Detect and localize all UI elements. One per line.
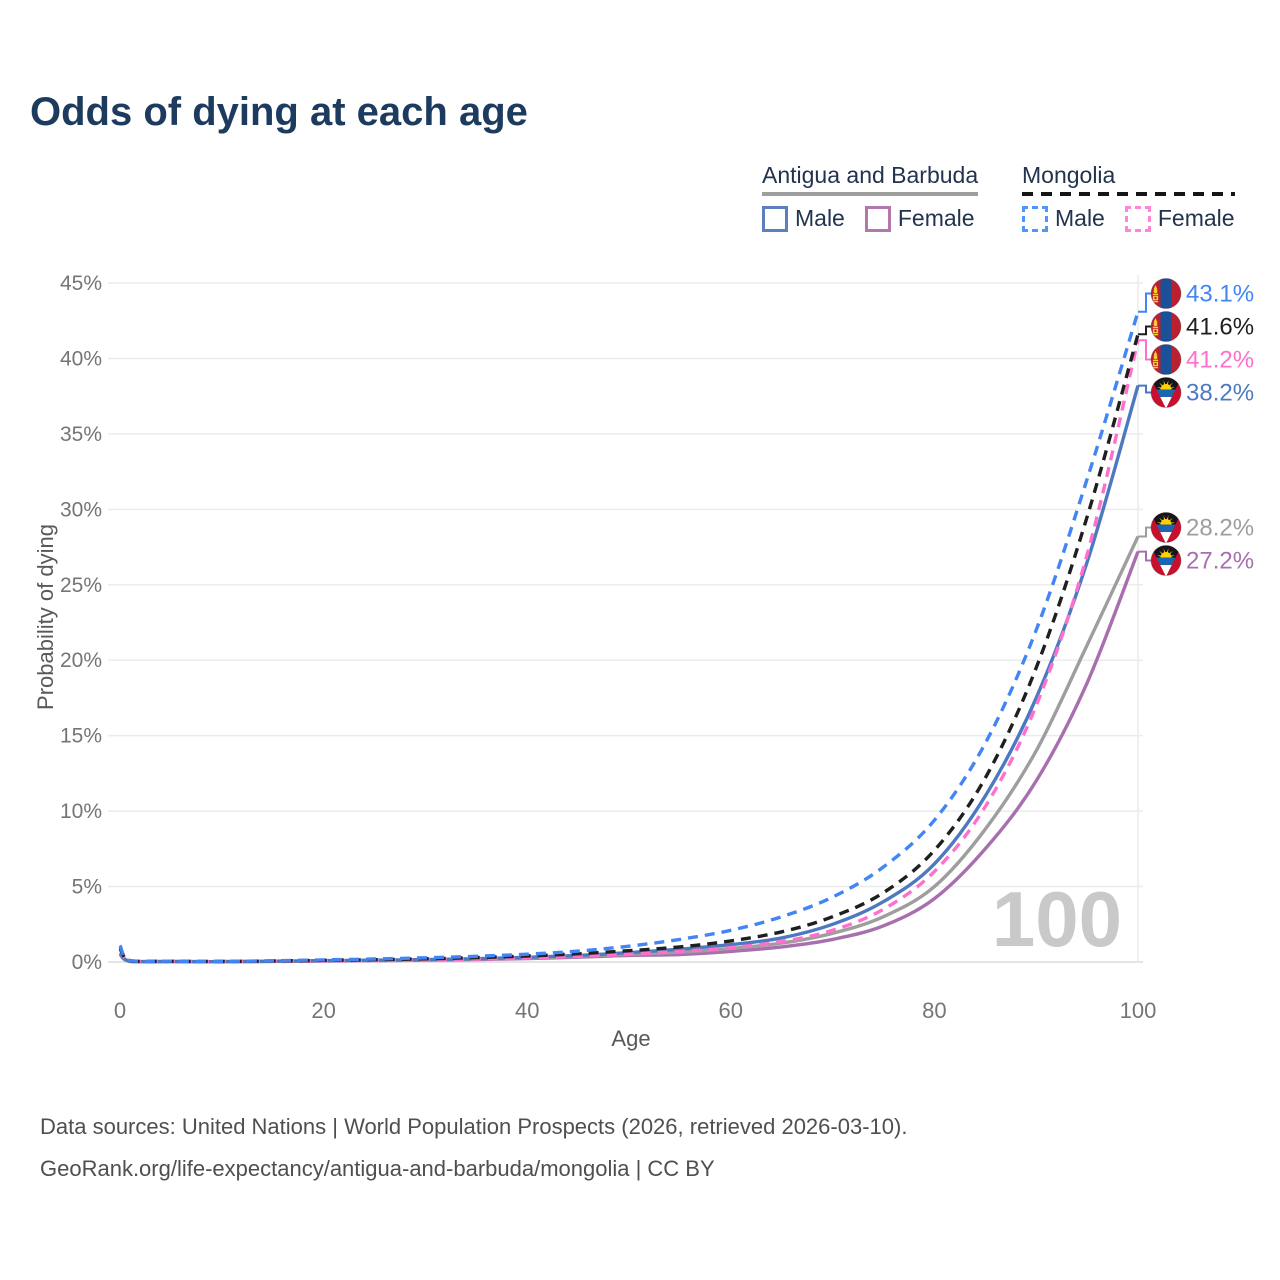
dashed-line-swatch xyxy=(1022,192,1235,196)
flag-ring xyxy=(1150,512,1182,544)
legend-item-antigua-male[interactable]: Male xyxy=(762,205,845,232)
flag-icon-antigua-and-barbuda xyxy=(1151,512,1181,543)
x-tick-label: 60 xyxy=(719,998,743,1023)
female-solid-swatch-icon xyxy=(864,205,891,232)
label-connector-mongolia-female xyxy=(1138,339,1151,361)
flag-group-mongolia-female xyxy=(1150,343,1182,375)
x-axis-title: Age xyxy=(611,1026,651,1051)
x-tick-label: 80 xyxy=(922,998,946,1023)
y-tick-label: 25% xyxy=(60,574,102,597)
flag-group-antigua-and-barbuda-male xyxy=(1150,376,1182,408)
end-label-antigua-and-barbuda-male: 38.2% xyxy=(1186,379,1254,406)
data-sources-line: Data sources: United Nations | World Pop… xyxy=(40,1114,908,1139)
legend-item-antigua-female[interactable]: Female xyxy=(864,205,975,232)
y-tick-label: 10% xyxy=(60,800,102,823)
flag-icon-mongolia xyxy=(1151,311,1181,342)
legend-group-antigua-and-barbuda: Antigua and Barbuda Male Female xyxy=(762,162,979,232)
x-tick-label: 40 xyxy=(515,998,539,1023)
legend-country-label: Antigua and Barbuda xyxy=(762,162,979,188)
flag-icon-antigua-and-barbuda xyxy=(1151,377,1181,408)
x-tick-label: 0 xyxy=(114,998,126,1023)
end-label-antigua-and-barbuda-female: 27.2% xyxy=(1186,548,1254,575)
legend-item-label: Female xyxy=(897,205,975,231)
legend-group-mongolia: Mongolia Male Female xyxy=(1022,162,1235,232)
flag-ring xyxy=(1150,376,1182,408)
y-tick-label: 15% xyxy=(60,725,102,748)
end-label-mongolia-both-sexes: 41.6% xyxy=(1186,313,1254,340)
series-line-mongolia-female xyxy=(118,339,1140,964)
y-tick-label: 45% xyxy=(60,272,102,295)
flag-ring xyxy=(1150,343,1182,375)
male-dashed-swatch-icon xyxy=(1022,205,1048,232)
flag-ring xyxy=(1150,277,1182,309)
end-label-mongolia-female: 41.2% xyxy=(1186,346,1254,373)
series-line-antigua-and-barbuda-male xyxy=(118,385,1140,964)
flag-ring xyxy=(1150,310,1182,342)
flag-icon-antigua-and-barbuda xyxy=(1151,545,1181,576)
label-connector-mongolia-male xyxy=(1138,292,1151,313)
series-line-antigua-and-barbuda-both-sexes xyxy=(118,535,1140,964)
footer-attribution: Data sources: United Nations | World Pop… xyxy=(40,1106,907,1190)
flag-icon-mongolia xyxy=(1151,278,1181,309)
legend-item-label: Male xyxy=(795,205,845,231)
legend-item-mongolia-male[interactable]: Male xyxy=(1022,205,1105,232)
page-title: Odds of dying at each age xyxy=(30,90,528,134)
label-connector-antigua-and-barbuda-both-sexes xyxy=(1138,526,1151,538)
y-tick-label: 35% xyxy=(60,423,102,446)
legend-item-mongolia-female[interactable]: Female xyxy=(1124,205,1235,232)
legend-item-label: Female xyxy=(1157,205,1235,231)
label-connector-antigua-and-barbuda-female xyxy=(1138,550,1151,562)
x-tick-label: 100 xyxy=(1120,998,1157,1023)
y-tick-label: 40% xyxy=(60,347,102,370)
y-axis-title: Probability of dying xyxy=(33,524,58,710)
x-tick-label: 20 xyxy=(311,998,335,1023)
male-solid-swatch-icon xyxy=(762,205,788,232)
series-line-mongolia-both-sexes xyxy=(118,333,1140,964)
age-counter-watermark: 100 xyxy=(992,875,1122,963)
end-label-mongolia-male: 43.1% xyxy=(1186,280,1254,307)
y-tick-label: 20% xyxy=(60,649,102,672)
source-url-line: GeoRank.org/life-expectancy/antigua-and-… xyxy=(40,1156,715,1181)
label-connector-mongolia-both-sexes xyxy=(1138,325,1151,336)
flag-group-antigua-and-barbuda-female xyxy=(1150,545,1182,577)
end-label-antigua-and-barbuda-both-sexes: 28.2% xyxy=(1186,515,1254,542)
female-dashed-swatch-icon xyxy=(1124,205,1151,232)
y-tick-label: 5% xyxy=(72,876,102,899)
legend-item-label: Male xyxy=(1055,205,1105,231)
flag-icon-mongolia xyxy=(1151,344,1181,375)
flag-group-mongolia-male xyxy=(1150,277,1182,309)
flag-group-antigua-and-barbuda-both-sexes xyxy=(1150,512,1182,544)
y-tick-label: 0% xyxy=(72,951,102,974)
flag-ring xyxy=(1150,545,1182,577)
series-line-antigua-and-barbuda-female xyxy=(118,550,1140,964)
flag-group-mongolia-both-sexes xyxy=(1150,310,1182,342)
label-connector-antigua-and-barbuda-male xyxy=(1138,384,1151,394)
legend-country-label: Mongolia xyxy=(1022,162,1116,188)
gridlines xyxy=(108,275,1143,963)
y-tick-label: 30% xyxy=(60,498,102,521)
solid-line-swatch xyxy=(762,192,979,196)
series-line-mongolia-male xyxy=(118,311,1140,964)
